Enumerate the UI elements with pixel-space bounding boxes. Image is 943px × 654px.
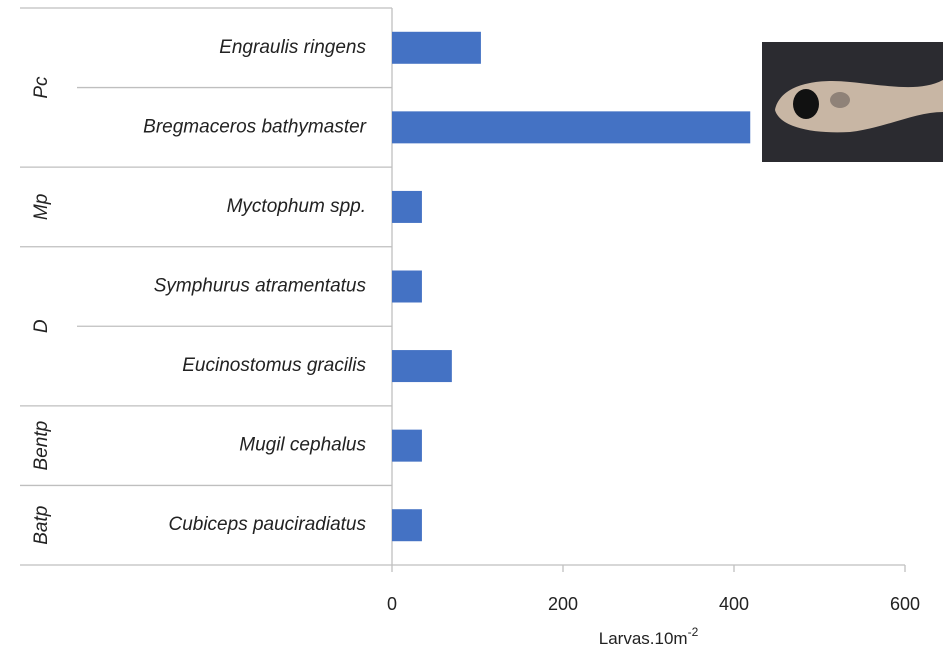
bar [392, 32, 481, 64]
group-label: Batp [31, 506, 52, 545]
y-tick-label: Myctophum spp. [227, 196, 366, 217]
y-tick-label: Cubiceps pauciradiatus [168, 514, 366, 535]
x-axis-label-sup: -2 [688, 625, 699, 639]
y-tick-label: Eucinostomus gracilis [182, 355, 366, 376]
page: 0 200 400 600 Pc Engraulis ringens Bregmaceros… [0, 0, 943, 654]
group-label: Bentp [31, 421, 52, 471]
bar [392, 191, 422, 223]
bar [392, 350, 452, 382]
bar [392, 111, 750, 143]
x-axis-label-text: Larvas.10m [599, 629, 688, 648]
group-label: Mp [31, 194, 52, 220]
y-tick-label: Symphurus atramentatus [154, 276, 367, 297]
group-label: Pc [31, 76, 52, 99]
y-tick-label: Bregmaceros bathymaster [143, 116, 366, 137]
fish-photo [762, 42, 943, 162]
bar [392, 509, 422, 541]
x-tick-label: 0 [387, 594, 397, 614]
x-tick-label: 600 [890, 594, 920, 614]
bar [392, 271, 422, 303]
bar [392, 430, 422, 462]
x-tick-label: 200 [548, 594, 578, 614]
group-label: D [31, 319, 52, 333]
y-tick-label: Engraulis ringens [219, 37, 366, 58]
x-axis-label: Larvas.10m-2 [599, 625, 699, 648]
y-tick-label: Mugil cephalus [239, 435, 366, 456]
chart: 0 200 400 600 Pc Engraulis ringens Bregmaceros… [0, 0, 943, 654]
x-tick-label: 400 [719, 594, 749, 614]
